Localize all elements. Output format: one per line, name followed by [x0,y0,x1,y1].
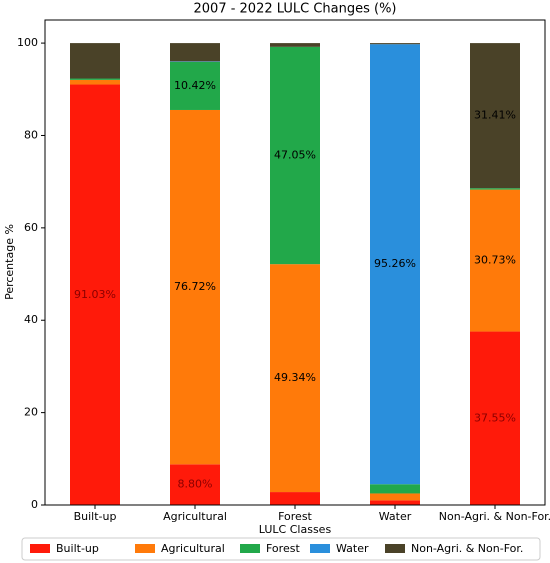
bar-segment [170,109,220,465]
legend-label: Non-Agri. & Non-For. [411,542,523,555]
bar-segment [270,46,320,265]
value-label: 95.26% [374,257,416,270]
x-tick-label: Forest [278,510,312,523]
bar-segment [170,464,220,505]
legend-swatch [385,544,405,553]
value-label: 47.05% [274,148,316,161]
legend-swatch [310,544,330,553]
legend-box [21,537,541,561]
x-tick-label: Built-up [74,510,117,523]
value-label: 91.03% [74,288,116,301]
legend-label: Water [336,542,369,555]
x-axis-label: LULC Classes [259,523,332,536]
plot-frame [44,19,546,506]
y-tick-label: 20 [24,406,38,419]
bar-segment [70,78,120,80]
bar-segment [370,44,420,485]
value-label: 37.55% [474,411,516,424]
y-axis-label: Percentage % [3,224,16,300]
y-tick-label: 100 [17,36,38,49]
legend-swatch [240,544,260,553]
bar-segment [270,492,320,505]
bar-segment [370,484,420,494]
bar-segment [170,61,220,110]
bar-segment [70,79,120,85]
x-tick-label: Non-Agri. & Non-For. [439,510,550,523]
value-label: 8.80% [178,478,213,491]
bar-segment [470,331,520,505]
y-tick-label: 80 [24,128,38,141]
bar-segment [470,189,520,332]
bar-segment [70,43,120,79]
value-label: 49.34% [274,371,316,384]
bar-segment [470,43,520,189]
legend-label: Agricultural [161,542,225,555]
bar-segment [170,43,220,62]
bar-segment [270,43,320,47]
bar-segment [370,43,420,45]
bar-segment [270,264,320,493]
value-label: 31.41% [474,109,516,122]
value-label: 10.42% [174,79,216,92]
legend-swatch [135,544,155,553]
y-tick-label: 0 [31,498,38,511]
bar-segment [370,493,420,501]
x-tick-label: Water [379,510,412,523]
legend-label: Forest [266,542,300,555]
bar-segment [70,84,120,506]
value-label: 30.73% [474,254,516,267]
chart-title: 2007 - 2022 LULC Changes (%) [194,2,397,17]
bar-segment [370,500,420,505]
value-label: 76.72% [174,280,216,293]
y-tick-label: 60 [24,221,38,234]
legend-swatch [30,544,50,553]
y-tick-label: 40 [24,313,38,326]
x-tick-label: Agricultural [163,510,227,523]
legend-label: Built-up [56,542,99,555]
bar-segment [470,188,520,190]
